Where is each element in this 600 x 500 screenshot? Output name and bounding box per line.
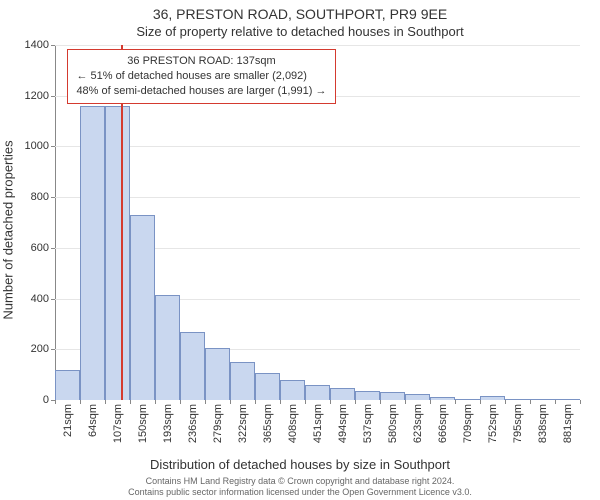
x-tick-label: 709sqm [462,404,474,443]
x-tick-label: 64sqm [87,404,99,437]
bar [305,385,330,400]
x-tick-label: 537sqm [362,404,374,443]
y-tick-label: 0 [43,394,55,406]
bar [430,397,455,400]
bar [205,348,230,400]
callout-line2: ← 51% of detached houses are smaller (2,… [76,69,326,84]
bar [380,392,405,400]
x-tick-mark [130,400,131,404]
x-tick-label: 623sqm [412,404,424,443]
bar [480,396,505,400]
x-tick-label: 236sqm [187,404,199,443]
x-tick-mark [405,400,406,404]
y-axis-label: Number of detached properties [1,140,16,319]
bar [80,106,105,400]
x-tick-mark [380,400,381,404]
bar [130,215,155,400]
plot-area: 020040060080010001200140021sqm64sqm107sq… [55,45,580,400]
x-tick-label: 451sqm [312,404,324,443]
x-tick-label: 193sqm [162,404,174,443]
x-tick-label: 365sqm [262,404,274,443]
x-tick-mark [80,400,81,404]
x-tick-mark [355,400,356,404]
bar [280,380,305,400]
x-tick-mark [205,400,206,404]
x-tick-mark [305,400,306,404]
callout-line1: 36 PRESTON ROAD: 137sqm [76,54,326,69]
x-tick-label: 150sqm [137,404,149,443]
bar [105,106,130,400]
footer-attribution: Contains HM Land Registry data © Crown c… [0,476,600,498]
x-tick-mark [430,400,431,404]
x-tick-mark [230,400,231,404]
x-tick-label: 107sqm [112,404,124,443]
x-tick-label: 322sqm [237,404,249,443]
callout-box: 36 PRESTON ROAD: 137sqm← 51% of detached… [67,49,335,104]
chart-title-line1: 36, PRESTON ROAD, SOUTHPORT, PR9 9EE [0,6,600,22]
x-tick-mark [530,400,531,404]
footer-line2: Contains public sector information licen… [0,487,600,498]
x-tick-label: 580sqm [387,404,399,443]
bar [530,399,555,400]
x-tick-mark [505,400,506,404]
x-tick-mark [555,400,556,404]
x-tick-mark [280,400,281,404]
y-tick-label: 600 [31,242,55,254]
x-tick-mark [105,400,106,404]
x-tick-label: 666sqm [437,404,449,443]
x-tick-mark [180,400,181,404]
y-tick-label: 800 [31,191,55,203]
bar [505,399,530,400]
y-tick-label: 400 [31,293,55,305]
x-tick-mark [55,400,56,404]
x-tick-label: 795sqm [512,404,524,443]
bar [55,370,80,400]
x-tick-mark [480,400,481,404]
x-tick-label: 279sqm [212,404,224,443]
bar [180,332,205,400]
y-tick-label: 1400 [25,39,55,51]
bar [555,399,580,400]
bar [355,391,380,400]
x-tick-label: 838sqm [537,404,549,443]
bar [330,388,355,400]
x-tick-mark [155,400,156,404]
x-tick-mark [255,400,256,404]
bar [455,399,480,400]
bar [255,373,280,400]
x-tick-label: 408sqm [287,404,299,443]
x-tick-label: 494sqm [337,404,349,443]
x-tick-mark [580,400,581,404]
bar [155,295,180,400]
x-tick-label: 21sqm [62,404,74,437]
x-tick-mark [330,400,331,404]
x-tick-label: 881sqm [562,404,574,443]
y-tick-label: 1000 [25,140,55,152]
x-tick-label: 752sqm [487,404,499,443]
footer-line1: Contains HM Land Registry data © Crown c… [0,476,600,487]
y-tick-label: 200 [31,343,55,355]
chart-container: 36, PRESTON ROAD, SOUTHPORT, PR9 9EE Siz… [0,0,600,500]
bar [230,362,255,400]
bar [405,394,430,400]
x-tick-mark [455,400,456,404]
callout-line3: 48% of semi-detached houses are larger (… [76,84,326,99]
chart-title-line2: Size of property relative to detached ho… [0,24,600,39]
x-axis-label: Distribution of detached houses by size … [0,457,600,472]
y-tick-label: 1200 [25,90,55,102]
